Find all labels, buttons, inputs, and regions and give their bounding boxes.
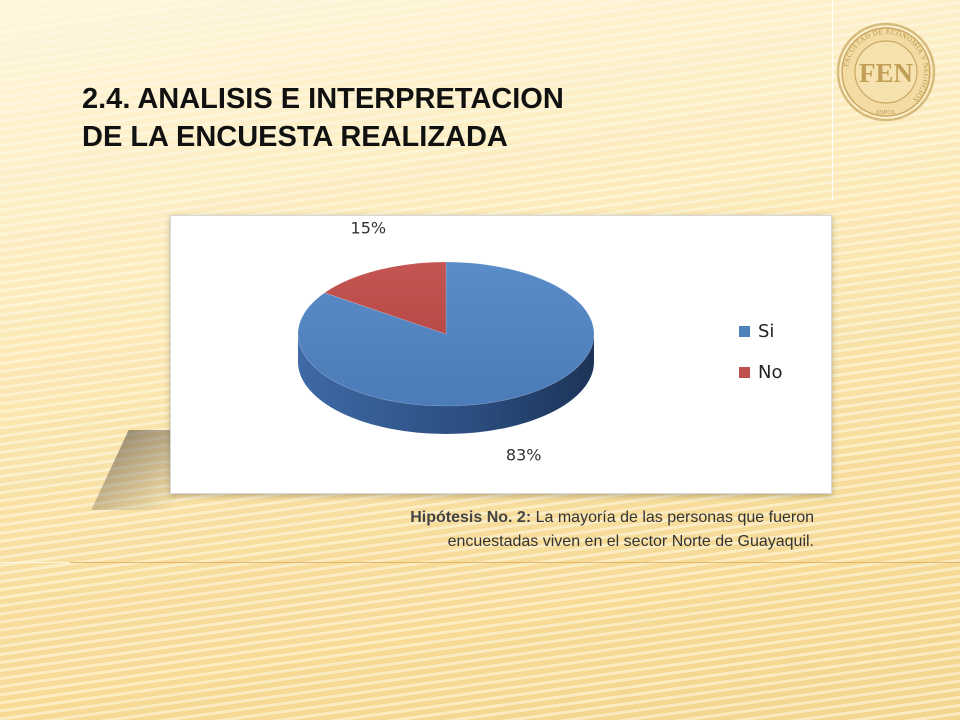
pie-chart-canvas: 83% 15% [297,219,595,464]
legend-swatch-no [739,366,750,378]
hypothesis-text-line-1: La mayoría de las personas que fueron [531,509,814,526]
pie-data-label-no: 15% [351,219,387,238]
legend-label-si: Si [758,320,775,342]
pie-data-label-si: 83% [506,445,542,464]
fen-seal-logo: FACULTAD DE ECONOMIA Y NEGOCIOS FEN ESPO… [836,22,936,122]
legend-label-no: No [758,361,783,383]
hypothesis-caption: Hipótesis No. 2: La mayoría de las perso… [410,506,814,554]
pie-slice-si-side [298,334,594,434]
legend-item-no: No [739,360,782,384]
chart-legend: Si No [739,319,782,401]
legend-item-si: Si [739,319,782,343]
hypothesis-text-line-2: encuestadas viven en el sector Norte de … [447,533,814,550]
decorative-horizontal-line-left [0,562,70,563]
slide-title: 2.4. ANALISIS E INTERPRETACION DE LA ENC… [82,80,564,156]
legend-swatch-si [739,325,750,337]
hypothesis-label: Hipótesis No. 2: [410,509,532,526]
decorative-vertical-line [832,0,833,200]
pie-chart: 83% 15% Si No [170,215,832,494]
pie-slice-si [297,261,595,407]
seal-bottom-text: ESPOL [876,109,896,116]
seal-main-text: FEN [859,58,914,88]
pie-slice-no [323,261,447,335]
decorative-horizontal-line [70,562,960,563]
slide-title-line-2: DE LA ENCUESTA REALIZADA [82,121,508,153]
slide-title-line-1: 2.4. ANALISIS E INTERPRETACION [82,83,564,115]
